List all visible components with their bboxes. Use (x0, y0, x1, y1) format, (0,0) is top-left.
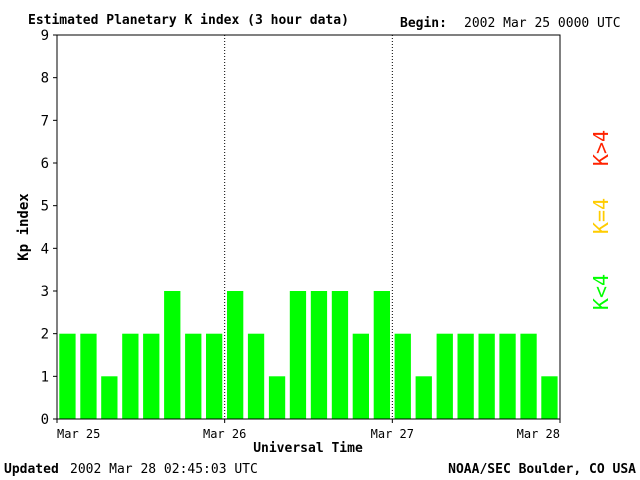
legend-k-less-4: K<4 (589, 274, 613, 310)
kp-bar-6 (185, 333, 202, 419)
y-tick-label-3: 3 (41, 284, 49, 300)
x-tick-label-2: Mar 27 (371, 427, 414, 441)
kp-bar-15 (373, 291, 390, 419)
kp-bar-5 (164, 291, 181, 419)
y-tick-label-1: 1 (41, 369, 49, 385)
kp-bar-7 (206, 333, 223, 419)
kp-bar-13 (331, 291, 349, 419)
kp-bar-12 (310, 291, 328, 419)
kp-bar-14 (352, 333, 369, 419)
y-tick-label-2: 2 (41, 327, 49, 343)
y-axis-ticks: 0 1 2 3 4 5 6 7 8 9 (41, 28, 57, 428)
kp-bar-18 (436, 333, 453, 419)
kp-bar-2 (101, 376, 118, 419)
y-tick-label-6: 6 (41, 156, 49, 172)
y-tick-label-0: 0 (41, 412, 49, 428)
kp-bar-19 (457, 333, 474, 419)
x-tick-label-0: Mar 25 (57, 427, 100, 441)
kp-bar-0 (59, 333, 76, 419)
kp-bar-10 (268, 376, 286, 419)
legend: K<4 K=4 K>4 (589, 130, 613, 310)
updated-value: 2002 Mar 28 02:45:03 UTC (70, 462, 258, 477)
y-tick-label-9: 9 (41, 28, 49, 44)
plot-frame (56, 34, 561, 420)
bars-group (59, 291, 558, 419)
kp-bar-11 (289, 291, 307, 419)
kp-bar-4 (143, 333, 160, 419)
kp-bar-3 (122, 333, 139, 419)
y-axis-label: Kp index (16, 193, 32, 261)
kp-bar-22 (520, 333, 537, 419)
source-credit: NOAA/SEC Boulder, CO USA (448, 462, 636, 477)
kp-bar-21 (499, 333, 516, 419)
day-separators (224, 35, 393, 419)
begin-label: Begin: (400, 16, 447, 31)
y-tick-label-8: 8 (41, 71, 49, 87)
x-tick-label-1: Mar 26 (203, 427, 246, 441)
legend-k-greater-4: K>4 (589, 130, 613, 166)
kp-bar-16 (394, 333, 411, 419)
begin-value: 2002 Mar 25 0000 UTC (464, 16, 621, 31)
updated-label: Updated (4, 462, 59, 477)
y-tick-label-4: 4 (41, 241, 49, 257)
kp-bar-17 (415, 376, 432, 419)
kp-bar-9 (247, 333, 265, 419)
kp-bar-20 (478, 333, 495, 419)
x-tick-label-3: Mar 28 (517, 427, 560, 441)
y-tick-label-5: 5 (41, 199, 49, 215)
legend-k-equal-4: K=4 (589, 198, 613, 234)
kp-bar-23 (541, 376, 558, 419)
x-axis-ticks: Mar 25 Mar 26 Mar 27 Mar 28 (56, 419, 561, 441)
x-axis-label: Universal Time (253, 441, 363, 456)
chart-title: Estimated Planetary K index (3 hour data… (28, 13, 349, 28)
kp-bar-8 (227, 291, 244, 419)
y-tick-label-7: 7 (41, 113, 49, 129)
kp-bar-1 (80, 333, 97, 419)
